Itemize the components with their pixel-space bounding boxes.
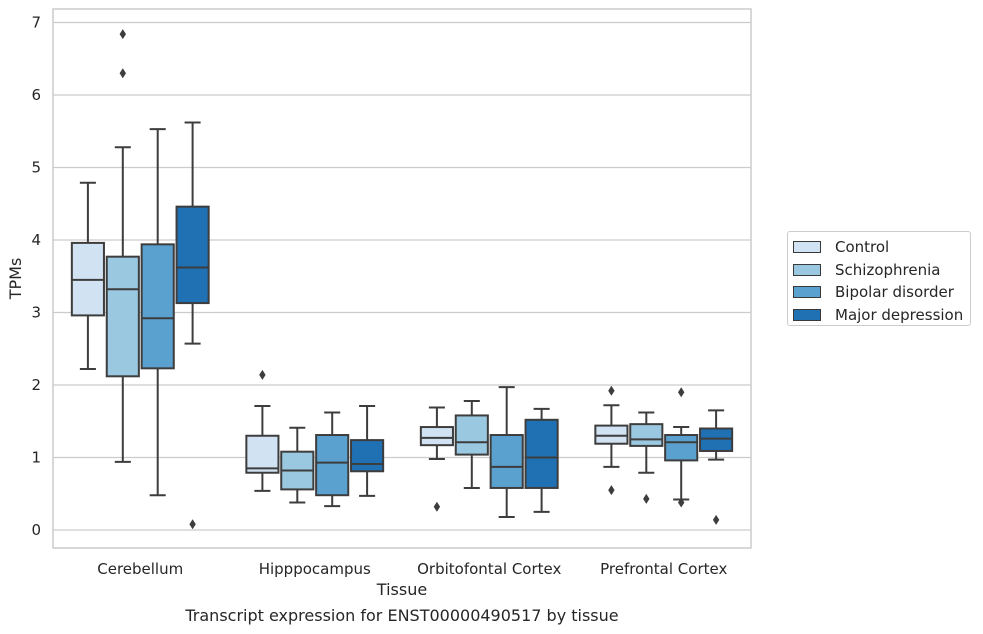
box-hipppocampus-bipolar-disorder bbox=[315, 411, 350, 508]
legend-label: Major depression bbox=[835, 305, 964, 324]
box-cerebellum-bipolar-disorder bbox=[140, 128, 175, 497]
legend-swatch bbox=[793, 308, 821, 321]
box-hipppocampus-control bbox=[245, 369, 280, 492]
legend-swatch bbox=[793, 286, 821, 299]
box-body bbox=[699, 427, 734, 452]
y-tick-labels: 0 1 2 3 4 5 6 7 bbox=[31, 14, 41, 540]
box-prefrontal-cortex-control bbox=[594, 385, 629, 496]
box-body bbox=[140, 243, 175, 370]
legend: Control Schizophrenia Bipolar disorder Majo… bbox=[787, 231, 971, 326]
x-tick-label: Orbitofontal Cortex bbox=[417, 560, 561, 578]
box-body bbox=[594, 424, 629, 445]
y-tick-label: 7 bbox=[31, 14, 41, 32]
x-axis-label: Tissue bbox=[376, 580, 427, 599]
y-tick-label: 1 bbox=[31, 449, 41, 467]
box-body bbox=[105, 255, 140, 378]
box-prefrontal-cortex-schizophrenia bbox=[629, 411, 664, 504]
outlier-point bbox=[712, 514, 720, 525]
box-body bbox=[489, 434, 524, 489]
x-tick-label: Cerebellum bbox=[97, 560, 183, 578]
box-cerebellum-schizophrenia bbox=[105, 29, 140, 463]
outlier-point bbox=[433, 501, 441, 512]
legend-swatch bbox=[793, 263, 821, 276]
legend-item: Schizophrenia bbox=[793, 259, 970, 282]
box-cerebellum-control bbox=[70, 181, 105, 371]
box-hipppocampus-major-depression bbox=[350, 405, 385, 497]
outlier-point bbox=[643, 493, 650, 504]
box-body bbox=[315, 434, 350, 497]
box-cerebellum-major-depression bbox=[175, 121, 210, 530]
outlier-point bbox=[608, 485, 615, 496]
y-tick-label: 4 bbox=[31, 231, 41, 249]
y-tick-label: 2 bbox=[31, 376, 41, 394]
box-series bbox=[70, 29, 734, 530]
box-body bbox=[629, 423, 664, 447]
y-tick-label: 3 bbox=[31, 304, 41, 322]
x-tick-labels: Cerebellum Hipppocampus Orbitofontal Corte… bbox=[97, 560, 727, 578]
x-tick-label: Prefrontal Cortex bbox=[600, 560, 727, 578]
outlier-point bbox=[608, 385, 615, 396]
y-axis-label: TPMs bbox=[6, 258, 25, 301]
x-tick-label: Hipppocampus bbox=[259, 560, 371, 578]
legend-swatch bbox=[793, 241, 821, 254]
box-orbitofontal-cortex-control bbox=[419, 406, 454, 512]
box-body bbox=[175, 205, 210, 305]
box-orbitofontal-cortex-major-depression bbox=[524, 407, 559, 513]
box-prefrontal-cortex-major-depression bbox=[699, 409, 734, 525]
box-hipppocampus-schizophrenia bbox=[280, 426, 315, 504]
box-body bbox=[454, 414, 489, 456]
outlier-point bbox=[678, 497, 685, 508]
legend-label: Bipolar disorder bbox=[835, 283, 954, 302]
y-tick-label: 0 bbox=[31, 521, 41, 539]
outlier-point bbox=[189, 519, 196, 530]
box-orbitofontal-cortex-bipolar-disorder bbox=[489, 386, 524, 518]
legend-item: Control bbox=[793, 236, 970, 259]
box-body bbox=[350, 439, 385, 473]
legend-item: Major depression bbox=[793, 304, 970, 327]
y-tick-label: 5 bbox=[31, 159, 41, 177]
box-orbitofontal-cortex-schizophrenia bbox=[454, 399, 489, 489]
outlier-point bbox=[678, 387, 685, 398]
box-body bbox=[245, 434, 280, 474]
legend-label: Control bbox=[835, 238, 890, 257]
box-prefrontal-cortex-bipolar-disorder bbox=[664, 387, 699, 508]
outlier-point bbox=[119, 29, 126, 40]
legend-item: Bipolar disorder bbox=[793, 281, 970, 304]
box-body bbox=[664, 434, 699, 462]
outlier-point bbox=[259, 369, 266, 380]
box-body bbox=[419, 426, 454, 447]
y-tick-label: 6 bbox=[31, 86, 41, 104]
box-body bbox=[524, 418, 559, 489]
plot-frame bbox=[52, 8, 752, 549]
outlier-point bbox=[119, 68, 126, 79]
legend-label: Schizophrenia bbox=[835, 260, 941, 279]
figure-caption: Transcript expression for ENST0000049051… bbox=[185, 606, 619, 625]
